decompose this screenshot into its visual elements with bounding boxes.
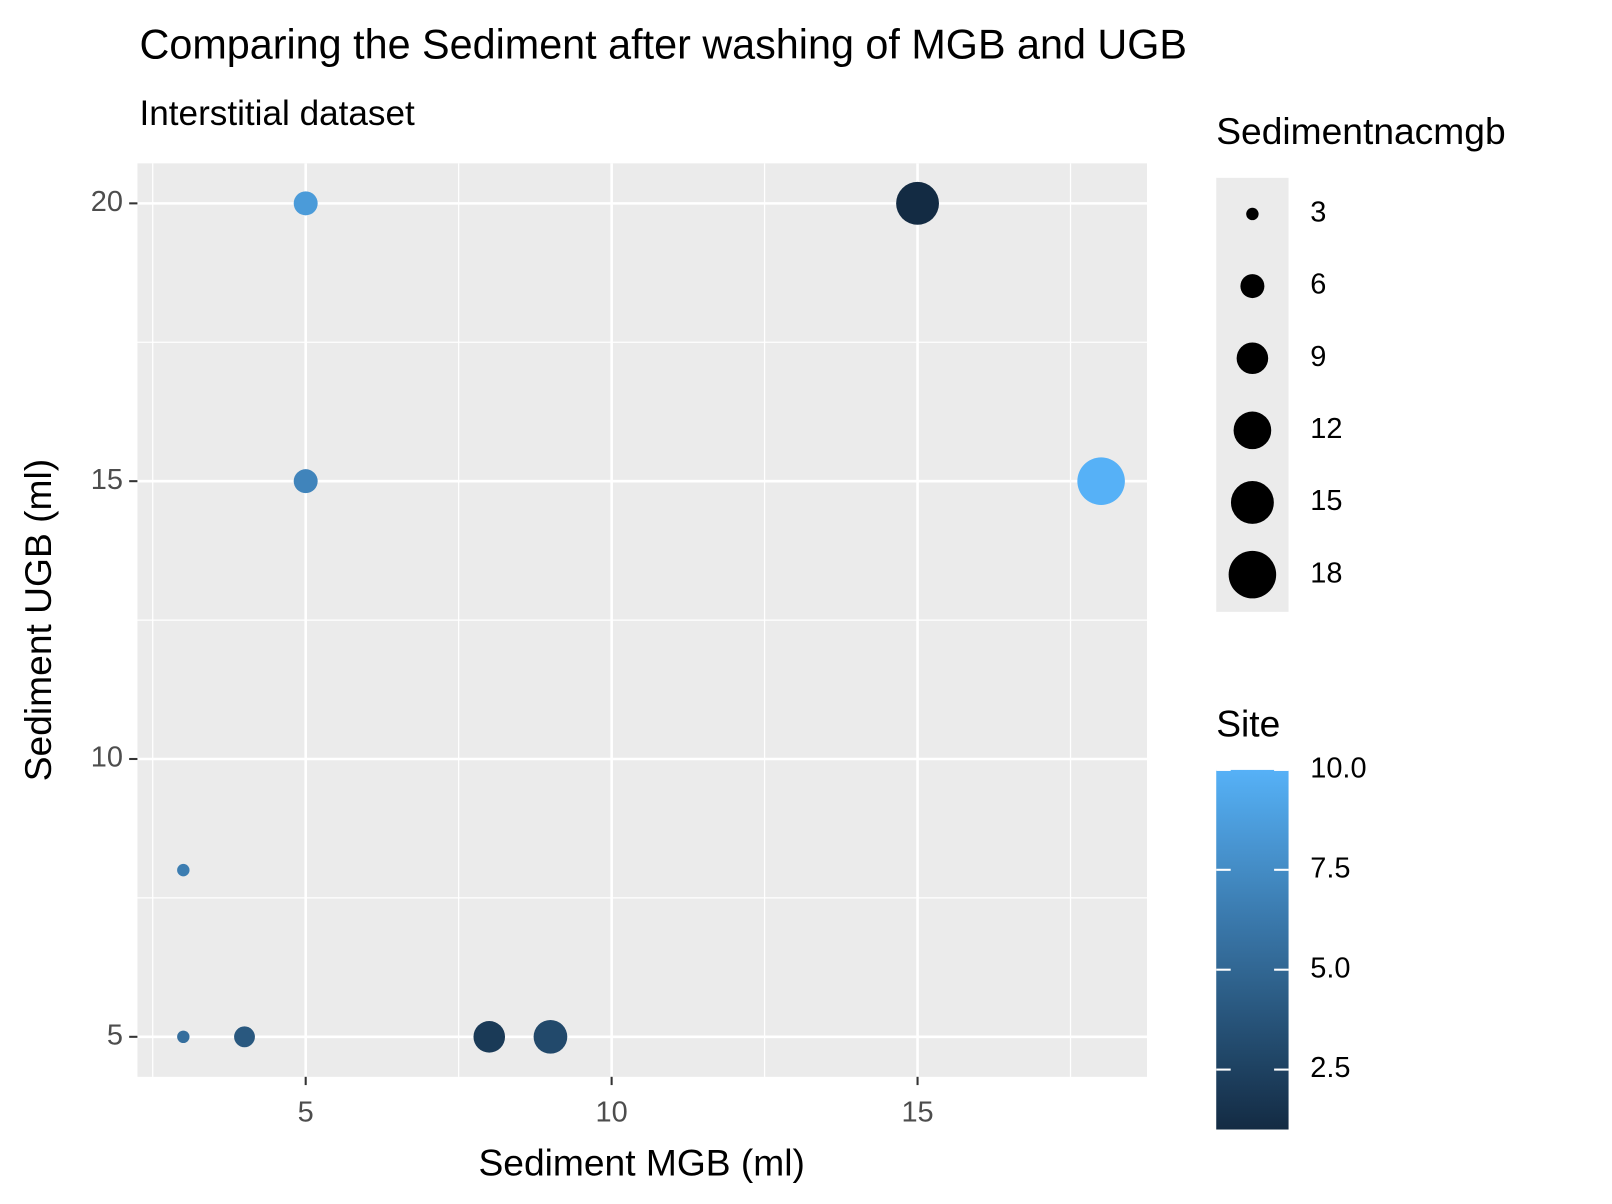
colorbar-label: 10.0: [1310, 753, 1366, 785]
colorbar-label: 2.5: [1310, 1052, 1350, 1084]
point: [896, 181, 939, 225]
size-legend-key: [1236, 342, 1269, 375]
size-legend-key: [1230, 481, 1274, 524]
size-legend-label: 15: [1310, 485, 1342, 517]
x-tick-label: 5: [298, 1097, 314, 1129]
size-legend-key: [1233, 411, 1272, 450]
size-legend-label: 3: [1310, 197, 1326, 229]
size-legend-label: 18: [1310, 557, 1342, 589]
color-legend-title: Site: [1216, 702, 1280, 744]
x-tick-label: 10: [596, 1097, 628, 1129]
point: [234, 1026, 255, 1048]
colorbar: [1216, 769, 1289, 1130]
colorbar-label: 7.5: [1310, 852, 1350, 884]
size-legend-key: [1228, 550, 1277, 599]
point: [177, 1030, 190, 1044]
size-legend-label: 9: [1310, 341, 1326, 373]
size-legend-key: [1246, 207, 1259, 221]
point: [293, 191, 318, 216]
point: [177, 863, 190, 877]
y-tick-label: 10: [91, 742, 123, 774]
chart-subtitle: Interstitial dataset: [140, 94, 416, 133]
y-tick-label: 15: [91, 464, 123, 496]
x-axis-title: Sediment MGB (ml): [478, 1142, 804, 1184]
chart-title: Comparing the Sediment after washing of …: [140, 22, 1188, 68]
point: [473, 1021, 506, 1053]
y-tick-label: 5: [107, 1019, 123, 1051]
size-legend-label: 6: [1310, 269, 1326, 301]
size-legend-key: [1240, 274, 1265, 299]
y-tick-label: 20: [91, 186, 123, 218]
size-legend-title: Sedimentnacmgb: [1216, 110, 1505, 152]
point: [1077, 457, 1125, 505]
point: [293, 469, 318, 494]
size-legend-background: [1216, 177, 1289, 612]
point: [533, 1019, 568, 1054]
colorbar-label: 5.0: [1310, 952, 1350, 984]
x-tick-label: 15: [901, 1097, 933, 1129]
y-axis-title: Sediment UGB (ml): [17, 459, 59, 781]
size-legend-label: 12: [1310, 413, 1342, 445]
